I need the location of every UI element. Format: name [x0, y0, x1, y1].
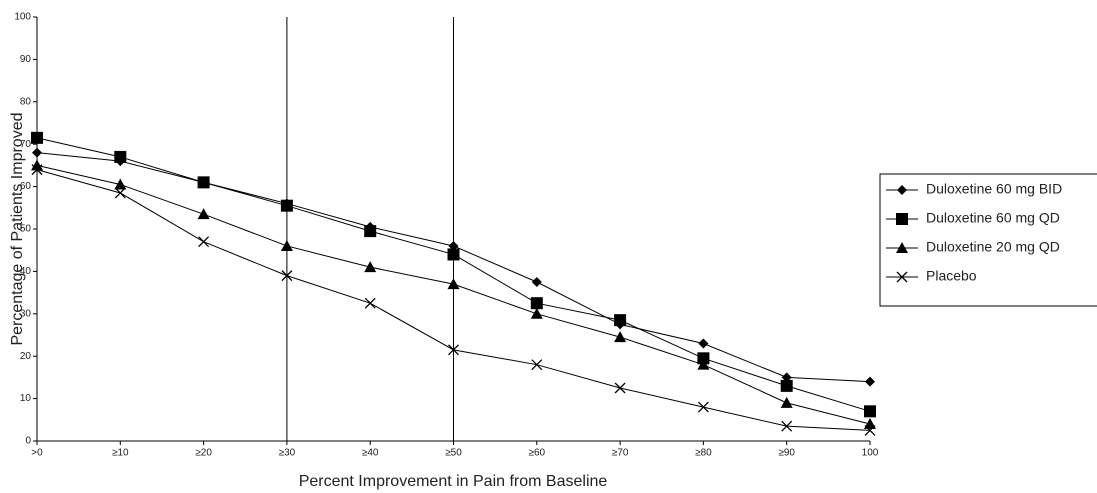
- y-axis-label: Percentage of Patients Improved: [9, 112, 26, 345]
- x-tick-label: ≥10: [112, 448, 129, 459]
- x-tick-label: ≥70: [612, 448, 629, 459]
- marker: [780, 379, 793, 392]
- x-tick-label: 100: [862, 448, 879, 459]
- legend-text: Duloxetine 60 mg QD: [926, 210, 1060, 226]
- y-tick-label: 70: [20, 139, 32, 150]
- marker: [447, 278, 460, 290]
- y-tick-label: 40: [20, 266, 32, 277]
- marker: [364, 225, 377, 238]
- marker: [864, 424, 876, 436]
- x-tick-label: >0: [31, 448, 43, 459]
- marker: [31, 131, 43, 144]
- marker: [531, 277, 542, 287]
- y-tick-label: 90: [20, 54, 32, 65]
- marker: [114, 178, 127, 190]
- marker: [281, 270, 293, 282]
- marker: [614, 382, 626, 394]
- marker: [896, 271, 908, 283]
- marker: [31, 159, 43, 171]
- marker: [447, 248, 460, 261]
- marker: [280, 239, 293, 251]
- marker: [698, 338, 709, 349]
- marker: [780, 396, 793, 408]
- marker: [364, 297, 376, 309]
- marker: [197, 208, 210, 220]
- y-tick-label: 10: [20, 393, 32, 404]
- legend-text: Placebo: [926, 268, 977, 284]
- marker: [280, 199, 293, 212]
- x-tick-label: ≥30: [279, 448, 296, 459]
- marker: [865, 376, 875, 387]
- x-tick-label: ≥50: [445, 448, 462, 459]
- marker: [614, 314, 627, 327]
- marker: [198, 236, 210, 248]
- marker: [531, 359, 543, 371]
- marker: [896, 213, 908, 225]
- y-tick-label: 100: [14, 12, 31, 23]
- x-tick-label: ≥20: [195, 448, 212, 459]
- marker: [697, 352, 710, 365]
- y-tick-label: 80: [20, 96, 32, 107]
- x-tick-label: ≥60: [528, 448, 545, 459]
- y-tick-label: 50: [20, 224, 32, 235]
- marker: [364, 261, 377, 273]
- marker: [864, 405, 876, 418]
- marker: [530, 307, 543, 319]
- marker: [530, 297, 543, 310]
- marker: [32, 147, 42, 158]
- marker: [781, 420, 793, 432]
- y-tick-label: 20: [20, 351, 32, 362]
- legend-text: Duloxetine 60 mg BID: [926, 181, 1062, 197]
- marker: [114, 150, 127, 163]
- marker: [614, 331, 627, 343]
- legend-box: [879, 173, 1097, 307]
- marker: [697, 358, 710, 370]
- marker: [897, 185, 907, 195]
- legend-text: Duloxetine 20 mg QD: [926, 239, 1060, 255]
- x-tick-label: ≥90: [778, 448, 795, 459]
- marker: [114, 187, 126, 199]
- marker: [448, 344, 459, 356]
- marker: [697, 401, 709, 413]
- marker: [864, 418, 876, 430]
- marker: [896, 242, 908, 253]
- y-tick-label: 0: [25, 436, 31, 447]
- x-axis-label: Percent Improvement in Pain from Baselin…: [299, 473, 608, 490]
- marker: [31, 164, 43, 176]
- y-tick-label: 60: [20, 181, 32, 192]
- x-tick-label: ≥80: [695, 448, 712, 459]
- x-tick-label: ≥40: [362, 448, 379, 459]
- marker: [197, 176, 210, 189]
- y-tick-label: 30: [20, 308, 32, 319]
